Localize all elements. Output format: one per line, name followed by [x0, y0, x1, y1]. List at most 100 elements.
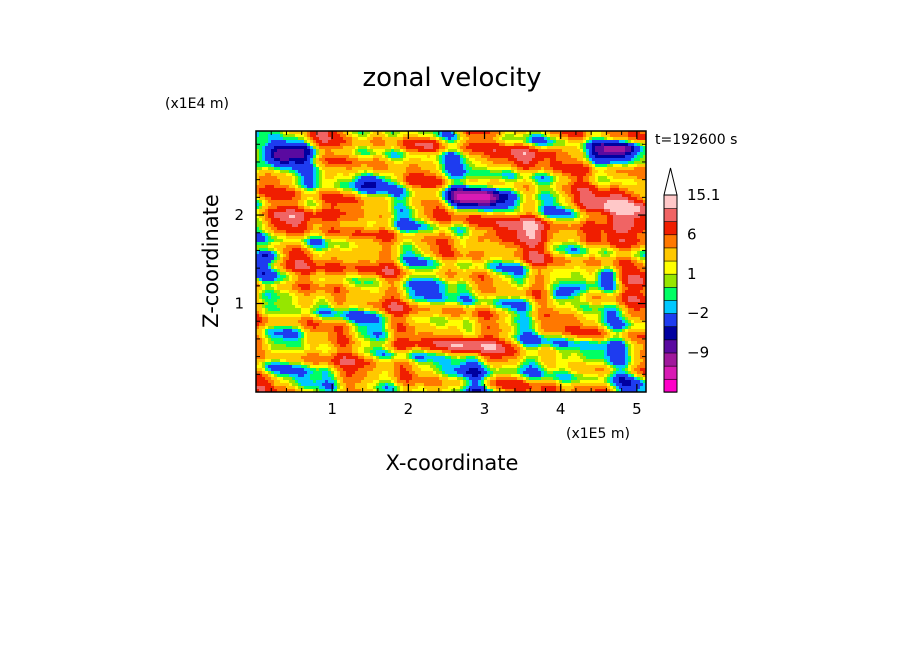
- contour-cell: [385, 233, 389, 237]
- contour-cell: [280, 152, 284, 156]
- contour-cell: [460, 182, 464, 186]
- contour-cell: [439, 170, 443, 174]
- contour-cell: [523, 161, 527, 165]
- contour-cell: [352, 179, 356, 183]
- contour-cell: [400, 218, 404, 222]
- contour-cell: [361, 227, 365, 231]
- contour-cell: [358, 131, 362, 135]
- contour-cell: [424, 149, 428, 153]
- contour-cell: [469, 209, 473, 213]
- contour-cell: [310, 200, 314, 204]
- contour-cell: [469, 155, 473, 159]
- contour-cell: [475, 212, 479, 216]
- contour-cell: [562, 233, 566, 237]
- contour-cell: [259, 236, 263, 240]
- contour-cell: [316, 203, 320, 207]
- contour-cell: [346, 230, 350, 234]
- contour-cell: [259, 233, 263, 237]
- contour-cell: [451, 203, 455, 207]
- contour-cell: [331, 143, 335, 147]
- contour-cell: [553, 140, 557, 144]
- contour-cell: [493, 134, 497, 138]
- contour-cell: [421, 146, 425, 150]
- contour-cell: [517, 140, 521, 144]
- contour-cell: [280, 239, 284, 243]
- contour-cell: [619, 209, 623, 213]
- contour-cell: [478, 221, 482, 225]
- contour-cell: [547, 206, 551, 210]
- contour-cell: [403, 176, 407, 180]
- contour-cell: [439, 230, 443, 234]
- contour-cell: [592, 167, 596, 171]
- contour-cell: [427, 140, 431, 144]
- contour-cell: [484, 242, 488, 246]
- contour-cell: [349, 203, 353, 207]
- contour-cell: [547, 143, 551, 147]
- contour-cell: [301, 167, 305, 171]
- contour-cell: [607, 209, 611, 213]
- contour-cell: [334, 152, 338, 156]
- contour-cell: [514, 137, 518, 141]
- contour-cell: [553, 194, 557, 198]
- contour-cell: [472, 218, 476, 222]
- contour-cell: [406, 134, 410, 138]
- contour-cell: [574, 218, 578, 222]
- contour-cell: [601, 143, 605, 147]
- contour-cell: [619, 176, 623, 180]
- contour-cell: [382, 218, 386, 222]
- contour-cell: [310, 236, 314, 240]
- contour-cell: [547, 239, 551, 243]
- contour-cell: [265, 152, 269, 156]
- contour-cell: [595, 221, 599, 225]
- contour-cell: [493, 191, 497, 195]
- contour-cell: [292, 149, 296, 153]
- contour-cell: [337, 158, 341, 162]
- contour-cell: [313, 239, 317, 243]
- contour-cell: [418, 239, 422, 243]
- contour-cell: [463, 176, 467, 180]
- contour-cell: [361, 200, 365, 204]
- contour-cell: [610, 149, 614, 153]
- contour-cell: [580, 167, 584, 171]
- contour-cell: [400, 167, 404, 171]
- contour-cell: [466, 164, 470, 168]
- contour-cell: [445, 233, 449, 237]
- contour-cell: [403, 155, 407, 159]
- contour-cell: [343, 179, 347, 183]
- contour-cell: [298, 173, 302, 177]
- contour-cell: [571, 176, 575, 180]
- contour-cell: [502, 146, 506, 150]
- contour-cell: [427, 230, 431, 234]
- contour-cell: [568, 236, 572, 240]
- contour-cell: [553, 155, 557, 159]
- contour-cell: [274, 176, 278, 180]
- contour-cell: [568, 179, 572, 183]
- contour-cell: [307, 245, 311, 249]
- contour-cell: [640, 143, 644, 147]
- contour-cell: [388, 206, 392, 210]
- contour-cell: [370, 203, 374, 207]
- contour-cell: [322, 230, 326, 234]
- contour-cell: [517, 179, 521, 183]
- contour-cell: [577, 143, 581, 147]
- contour-cell: [292, 179, 296, 183]
- contour-cell: [601, 158, 605, 162]
- contour-cell: [511, 170, 515, 174]
- contour-cell: [451, 176, 455, 180]
- contour-cell: [505, 221, 509, 225]
- contour-cell: [547, 200, 551, 204]
- contour-cell: [337, 146, 341, 150]
- contour-cell: [496, 209, 500, 213]
- contour-cell: [340, 203, 344, 207]
- contour-cell: [313, 182, 317, 186]
- contour-cell: [277, 146, 281, 150]
- contour-cell: [628, 236, 632, 240]
- contour-cell: [583, 152, 587, 156]
- contour-cell: [538, 194, 542, 198]
- contour-cell: [583, 203, 587, 207]
- contour-cell: [382, 185, 386, 189]
- contour-cell: [607, 200, 611, 204]
- contour-cell: [463, 167, 467, 171]
- contour-cell: [439, 191, 443, 195]
- contour-cell: [337, 167, 341, 171]
